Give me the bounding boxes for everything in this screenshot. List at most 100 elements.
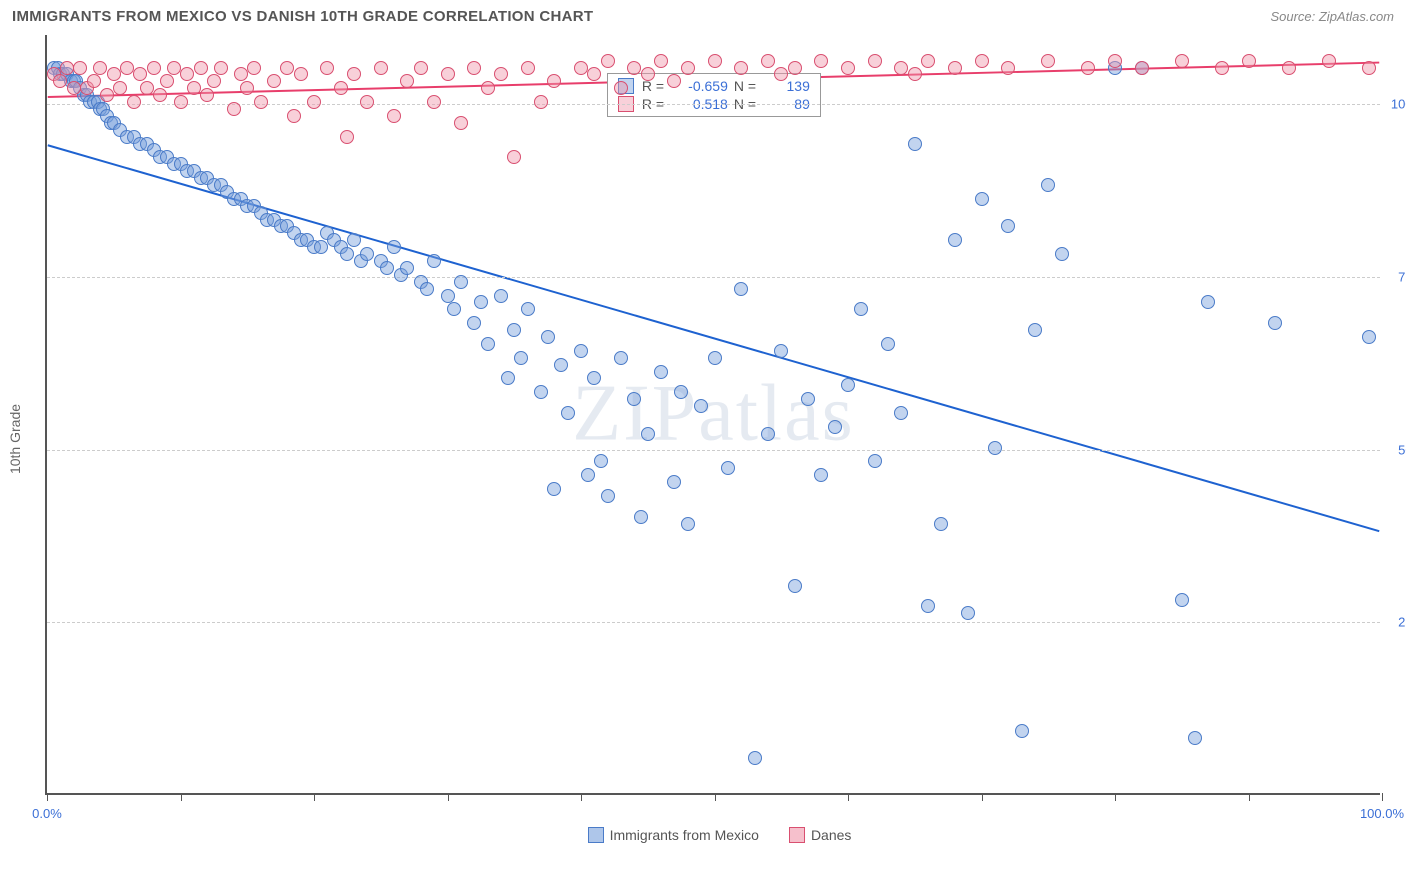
data-point — [1322, 54, 1336, 68]
data-point — [894, 61, 908, 75]
data-point — [761, 427, 775, 441]
data-point — [180, 67, 194, 81]
source-label: Source: ZipAtlas.com — [1270, 9, 1394, 24]
data-point — [400, 74, 414, 88]
data-point — [280, 61, 294, 75]
y-tick-label: 25.0% — [1398, 615, 1406, 630]
data-point — [721, 461, 735, 475]
data-point — [868, 454, 882, 468]
data-point — [427, 95, 441, 109]
data-point — [267, 74, 281, 88]
data-point — [694, 399, 708, 413]
data-point — [788, 579, 802, 593]
data-point — [287, 109, 301, 123]
data-point — [1268, 316, 1282, 330]
x-tick — [581, 793, 582, 801]
data-point — [380, 261, 394, 275]
x-tick-label: 0.0% — [32, 806, 62, 821]
data-point — [641, 67, 655, 81]
data-point — [1135, 61, 1149, 75]
data-point — [420, 282, 434, 296]
plot-area: ZIPatlas R =-0.659N =139R =0.518N =89 25… — [45, 35, 1380, 795]
data-point — [1081, 61, 1095, 75]
y-tick-label: 50.0% — [1398, 442, 1406, 457]
data-point — [113, 81, 127, 95]
data-point — [788, 61, 802, 75]
y-tick-label: 75.0% — [1398, 269, 1406, 284]
legend-label: Immigrants from Mexico — [610, 827, 759, 843]
data-point — [1201, 295, 1215, 309]
data-point — [93, 61, 107, 75]
data-point — [667, 475, 681, 489]
legend-swatch — [789, 827, 805, 843]
data-point — [521, 61, 535, 75]
data-point — [868, 54, 882, 68]
data-point — [975, 54, 989, 68]
data-point — [254, 95, 268, 109]
data-point — [828, 420, 842, 434]
data-point — [908, 137, 922, 151]
data-point — [921, 599, 935, 613]
legend-r-value: -0.659 — [678, 78, 728, 94]
data-point — [881, 337, 895, 351]
data-point — [387, 240, 401, 254]
data-point — [894, 406, 908, 420]
y-axis-label: 10th Grade — [7, 404, 23, 474]
data-point — [187, 81, 201, 95]
data-point — [627, 61, 641, 75]
data-point — [1175, 54, 1189, 68]
data-point — [481, 81, 495, 95]
data-point — [67, 81, 81, 95]
data-point — [534, 385, 548, 399]
data-point — [961, 606, 975, 620]
gridline — [47, 622, 1380, 623]
data-point — [681, 61, 695, 75]
data-point — [467, 316, 481, 330]
x-tick — [715, 793, 716, 801]
data-point — [774, 67, 788, 81]
data-point — [1001, 219, 1015, 233]
data-point — [774, 344, 788, 358]
header: IMMIGRANTS FROM MEXICO VS DANISH 10TH GR… — [0, 0, 1406, 29]
gridline — [47, 104, 1380, 105]
x-tick — [1382, 793, 1383, 801]
data-point — [614, 81, 628, 95]
data-point — [294, 67, 308, 81]
legend-item: Immigrants from Mexico — [588, 827, 759, 843]
data-point — [761, 54, 775, 68]
data-point — [841, 378, 855, 392]
data-point — [1282, 61, 1296, 75]
data-point — [1041, 54, 1055, 68]
data-point — [360, 95, 374, 109]
data-point — [641, 427, 655, 441]
x-tick — [448, 793, 449, 801]
data-point — [501, 371, 515, 385]
data-point — [147, 61, 161, 75]
data-point — [214, 61, 228, 75]
data-point — [521, 302, 535, 316]
data-point — [581, 468, 595, 482]
data-point — [921, 54, 935, 68]
data-point — [814, 468, 828, 482]
data-point — [1028, 323, 1042, 337]
data-point — [494, 289, 508, 303]
data-point — [140, 81, 154, 95]
x-tick — [1115, 793, 1116, 801]
data-point — [467, 61, 481, 75]
x-tick — [848, 793, 849, 801]
data-point — [360, 247, 374, 261]
data-point — [1041, 178, 1055, 192]
data-point — [127, 95, 141, 109]
x-tick — [1249, 793, 1250, 801]
data-point — [474, 295, 488, 309]
data-point — [1362, 61, 1376, 75]
data-point — [514, 351, 528, 365]
data-point — [594, 454, 608, 468]
correlation-legend: R =-0.659N =139R =0.518N =89 — [607, 73, 821, 117]
x-tick — [47, 793, 48, 801]
legend-label: Danes — [811, 827, 851, 843]
data-point — [814, 54, 828, 68]
data-point — [1055, 247, 1069, 261]
data-point — [454, 275, 468, 289]
data-point — [948, 233, 962, 247]
